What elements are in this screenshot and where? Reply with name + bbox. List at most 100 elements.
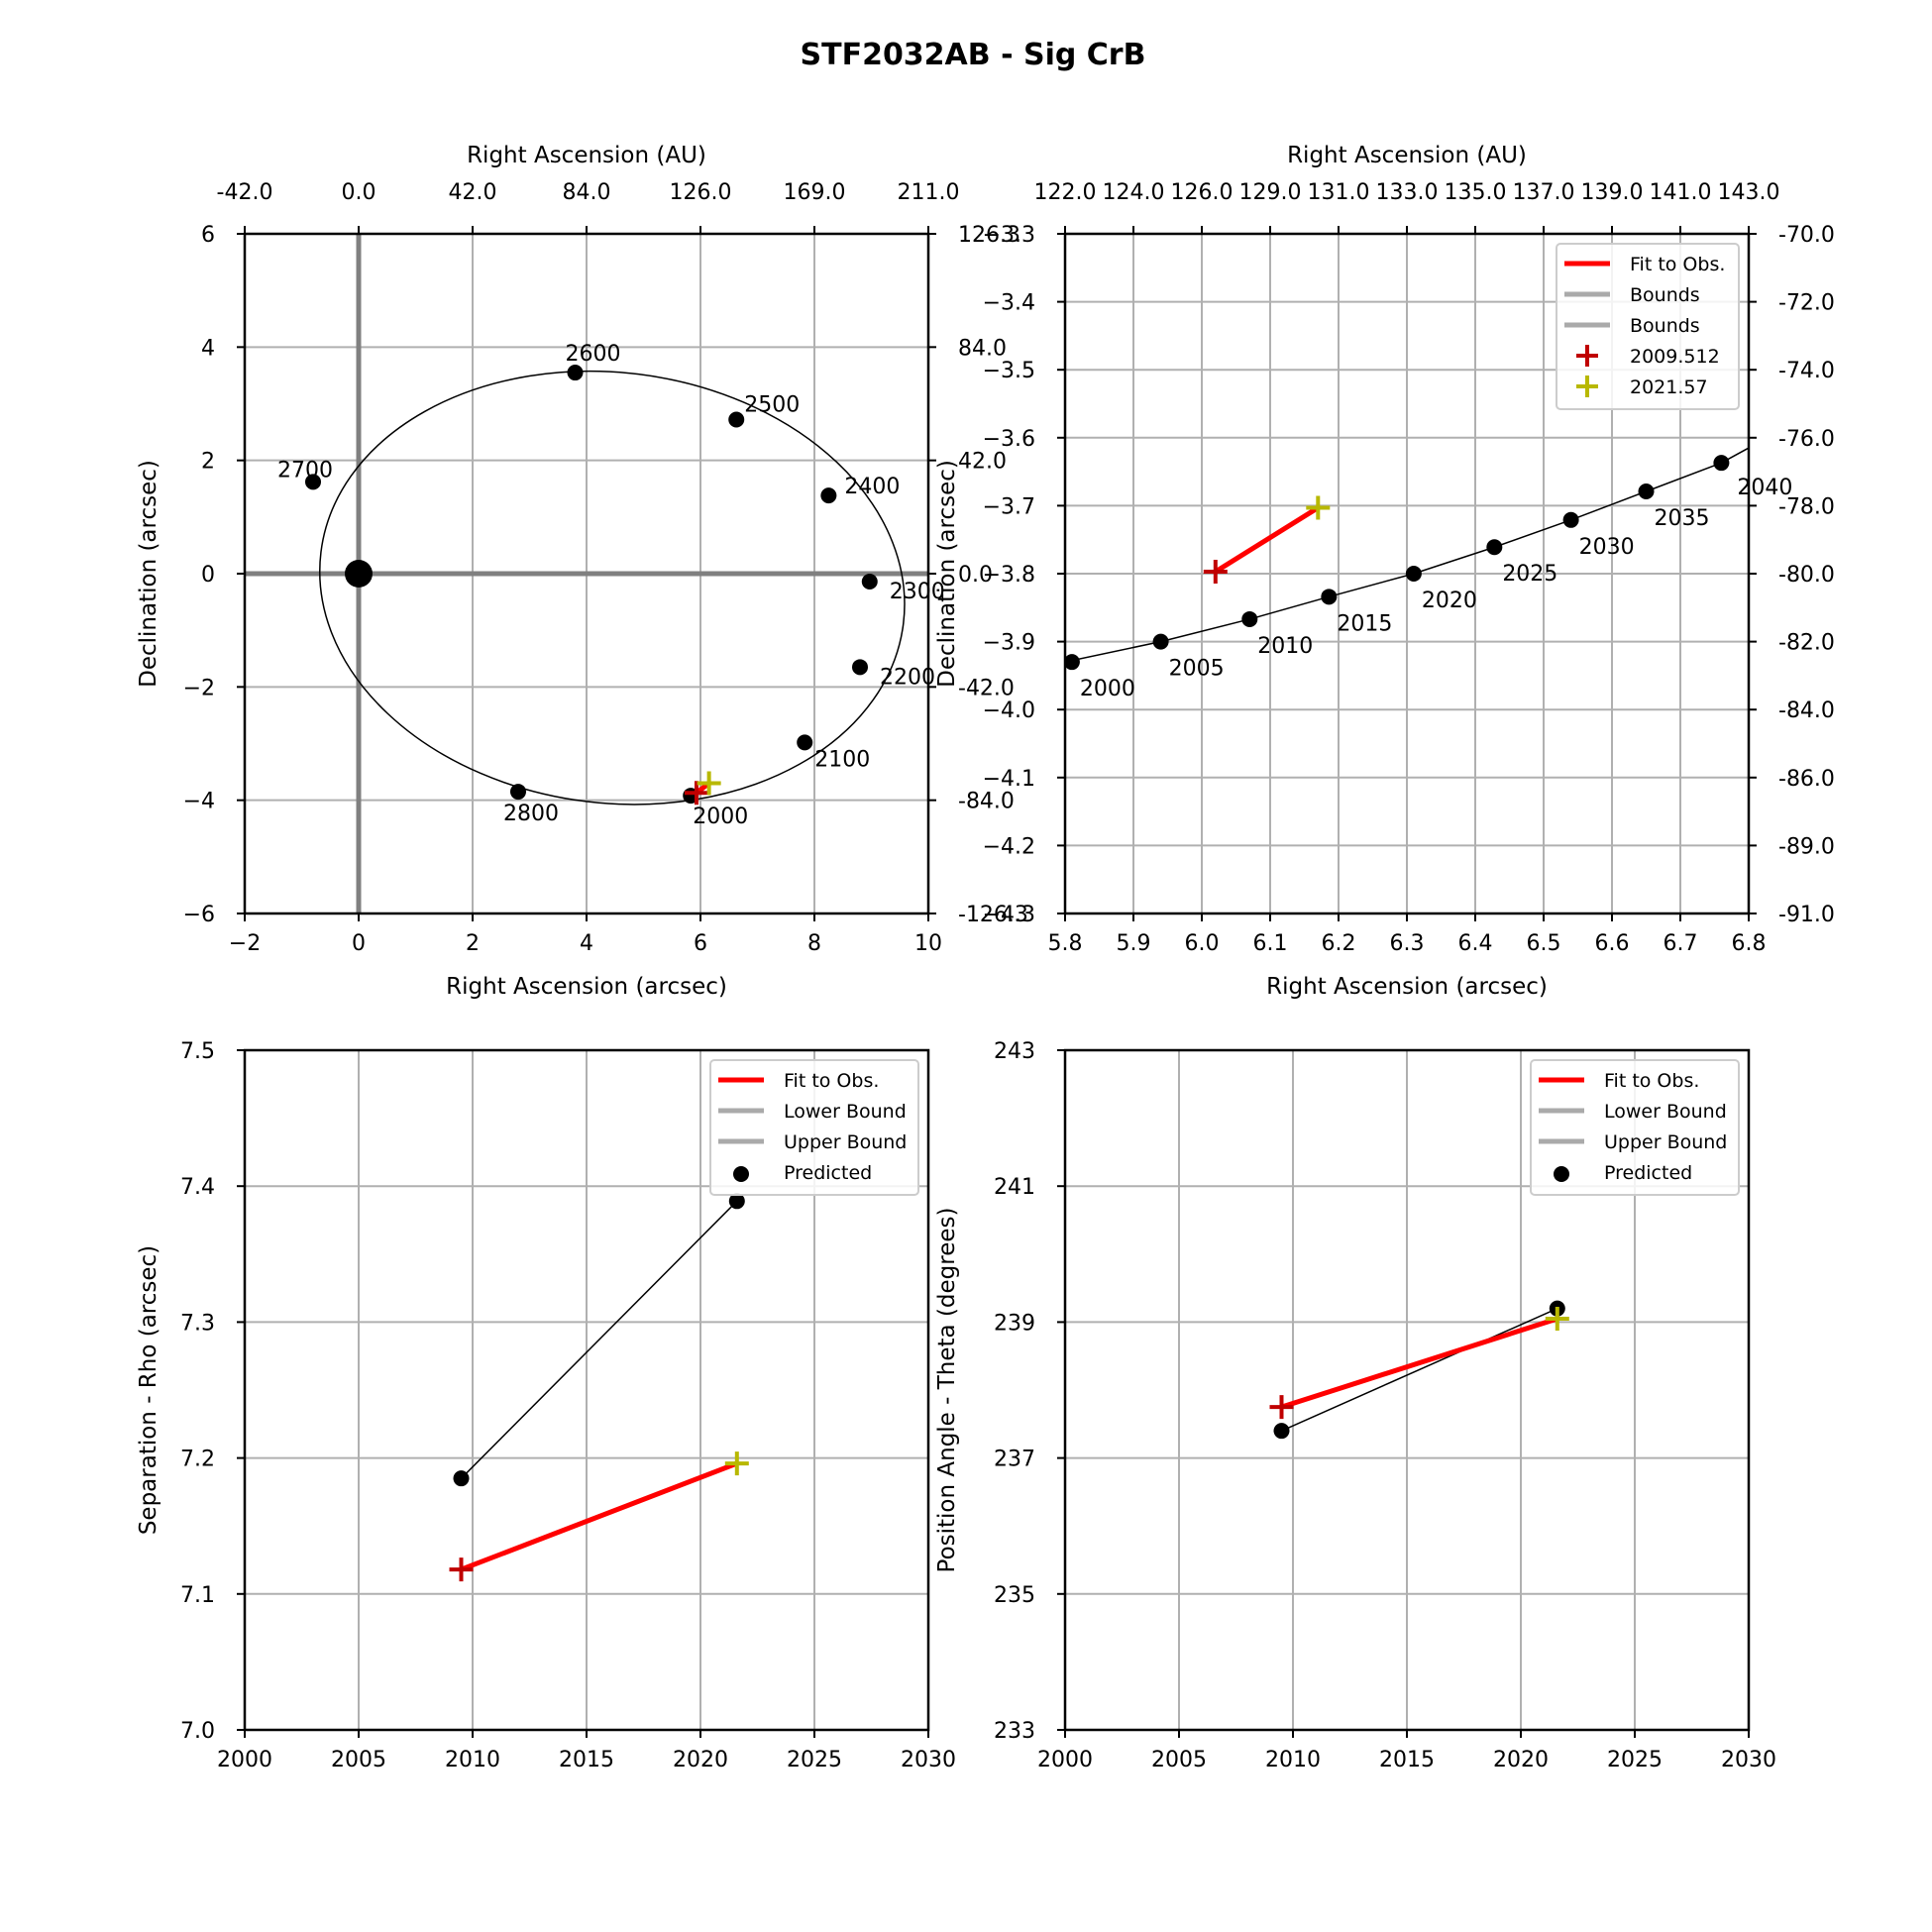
fit-line	[460, 1460, 738, 1572]
top-x-tick-label: 131.0	[1308, 180, 1370, 205]
legend-label: Upper Bound	[1604, 1131, 1727, 1153]
position-angle-plot: 2000 2005 2010 2015 2020 2025 2030 233 235 237 239…	[934, 1039, 1776, 1772]
x-tick-label: 2000	[1037, 1748, 1093, 1772]
observation-marker	[724, 1451, 749, 1476]
legend: Fit to Obs. Bounds Bounds 2009.512 2021.57	[1556, 243, 1740, 410]
orbit-point	[820, 487, 837, 504]
fit-line	[1280, 1316, 1558, 1410]
y-tick-label: −4.3	[983, 903, 1035, 927]
y-axis-label: Declination (arcsec)	[136, 460, 161, 688]
y-tick-label: −6	[183, 903, 215, 927]
legend-dot-key	[733, 1166, 749, 1182]
x-tick-label: 5.9	[1117, 931, 1151, 956]
legend-label: Bounds	[1630, 284, 1700, 306]
x-tick-label: 6	[694, 931, 707, 956]
orbit-point	[305, 474, 321, 490]
legend: Fit to Obs. Lower Bound Upper Bound Predict…	[709, 1059, 919, 1196]
x-tick-label: 6.4	[1458, 931, 1493, 956]
predicted-point	[1273, 1423, 1290, 1440]
right-y-tick-label: -72.0	[1778, 291, 1835, 316]
point-label: 2300	[890, 580, 945, 604]
y-tick-label: −3.3	[983, 223, 1035, 248]
point-label: 2010	[1257, 634, 1313, 659]
observation-marker	[1306, 495, 1331, 520]
observation-marker	[1203, 559, 1228, 584]
right-y-tick-label: -42.0	[958, 676, 1015, 700]
point-label: 2600	[566, 342, 621, 367]
legend: Fit to Obs. Lower Bound Upper Bound Predict…	[1530, 1059, 1740, 1196]
y-tick-label: −3.6	[983, 427, 1035, 452]
x-tick-label: 6.7	[1664, 931, 1698, 956]
top-x-tick-label: 139.0	[1581, 180, 1644, 205]
top-x-tick-label: 129.0	[1239, 180, 1302, 205]
separation-plot: 2000 2005 2010 2015 2020 2025 2030 7.0 7.1 7.2 7.3…	[136, 1039, 956, 1772]
y-tick-label: −3.9	[983, 631, 1035, 656]
legend-label: Lower Bound	[784, 1101, 907, 1123]
top-x-tick-label: 135.0	[1445, 180, 1507, 205]
orbit-point	[1152, 633, 1169, 650]
legend-plus-key	[1576, 345, 1598, 367]
y-tick-label: 237	[994, 1448, 1035, 1472]
right-y-tick-label: -82.0	[1778, 631, 1835, 656]
observation-marker	[1269, 1395, 1294, 1420]
x-tick-label: 8	[807, 931, 821, 956]
top-x-tick-label: 137.0	[1513, 180, 1575, 205]
plot-area	[1065, 447, 1749, 671]
orbit-point	[1713, 455, 1730, 472]
point-label: 2800	[503, 802, 559, 826]
right-y-tick-label: -91.0	[1778, 903, 1835, 927]
point-label: 2030	[1579, 535, 1635, 560]
point-label: 2015	[1337, 611, 1392, 636]
x-tick-label: 2030	[1721, 1748, 1776, 1772]
predicted-point	[453, 1470, 470, 1487]
figure-title: STF2032AB - Sig CrB	[801, 38, 1146, 72]
x-tick-label: 6.1	[1253, 931, 1288, 956]
plot-area	[1269, 1300, 1569, 1440]
predicted-line	[1281, 1307, 1558, 1432]
orbit-point	[567, 365, 584, 381]
x-tick-label: 2020	[673, 1748, 728, 1772]
y-tick-label: −4.1	[983, 767, 1035, 792]
top-x-tick-label: 0.0	[342, 180, 376, 205]
orbit-point	[1241, 610, 1258, 627]
x-tick-label: 2005	[331, 1748, 386, 1772]
right-y-tick-label: -80.0	[1778, 563, 1835, 588]
legend-label: 2009.512	[1630, 346, 1720, 368]
y-tick-label: 243	[994, 1039, 1035, 1064]
right-y-tick-label: -89.0	[1778, 834, 1835, 859]
x-tick-label: 6.3	[1390, 931, 1425, 956]
y-tick-label: −4.2	[983, 834, 1035, 859]
point-label: 2700	[277, 458, 333, 483]
top-x-tick-label: 143.0	[1718, 180, 1780, 205]
point-label: 2025	[1502, 562, 1557, 587]
x-tick-label: 6.6	[1595, 931, 1630, 956]
top-x-axis-label: Right Ascension (AU)	[1287, 143, 1527, 168]
x-tick-label: 2030	[901, 1748, 956, 1772]
legend-label: Predicted	[1604, 1162, 1692, 1184]
top-x-tick-label: 141.0	[1650, 180, 1712, 205]
right-y-tick-label: -86.0	[1778, 767, 1835, 792]
observation-marker	[697, 771, 721, 796]
point-label: 2500	[744, 393, 800, 418]
x-tick-label: 2015	[1379, 1748, 1435, 1772]
orbit-point	[797, 734, 813, 751]
right-y-tick-label: -126.3	[958, 903, 1028, 927]
top-x-tick-label: 122.0	[1034, 180, 1097, 205]
point-label: 2005	[1169, 657, 1225, 682]
orbit-point	[1638, 483, 1655, 499]
legend-label: Lower Bound	[1604, 1101, 1727, 1123]
top-x-tick-label: 42.0	[449, 180, 497, 205]
right-y-tick-label: -76.0	[1778, 427, 1835, 452]
y-tick-label: −2	[183, 676, 215, 700]
y-tick-label: −3.5	[983, 359, 1035, 383]
right-y-tick-label: 126.3	[958, 223, 1020, 248]
y-tick-label: −3.7	[983, 494, 1035, 519]
y-tick-label: 0	[201, 563, 215, 588]
right-y-tick-label: -78.0	[1778, 494, 1835, 519]
legend-label: Fit to Obs.	[1630, 254, 1725, 275]
point-label: 2100	[814, 747, 870, 772]
y-tick-label: −3.8	[983, 563, 1035, 588]
right-y-tick-label: -84.0	[958, 790, 1015, 814]
y-axis-label: Declination (arcsec)	[934, 460, 960, 688]
